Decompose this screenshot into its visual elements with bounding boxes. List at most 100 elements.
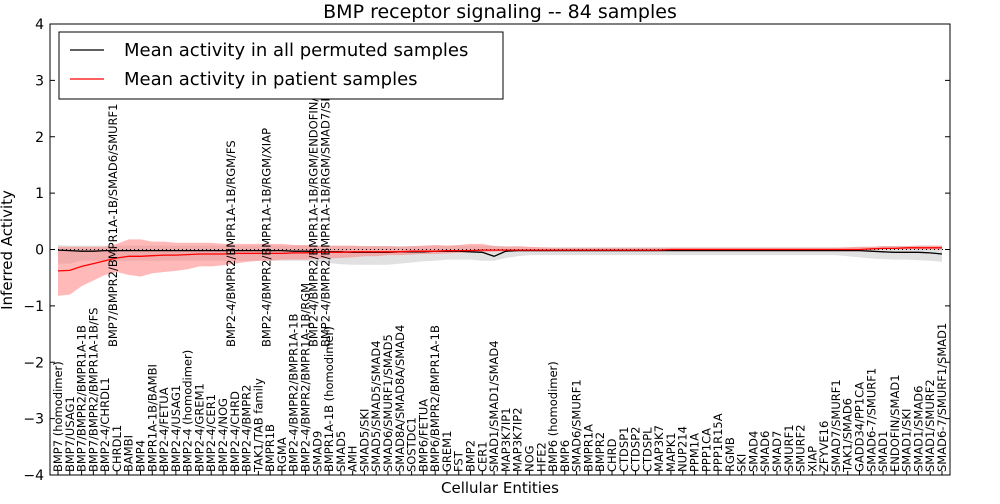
series-line-permuted — [57, 249, 943, 257]
x-tick-label: CTDSP1 — [617, 427, 631, 472]
x-tick-label: BMP2-4/USAG1 — [169, 385, 183, 472]
y-tick-label: 2 — [35, 130, 44, 146]
x-tick-label: RGMA — [275, 437, 289, 472]
x-tick-label: HFE2 — [534, 442, 548, 472]
x-tick-label: BMP2-4/BMPR2/BMPR1A-1B/RGM — [299, 283, 313, 472]
x-tick-label: SMAD8A/SMAD8A/SMAD4 — [393, 325, 407, 472]
legend: Mean activity in all permuted samples Mea… — [58, 31, 504, 100]
x-axis-label: Cellular Entities — [441, 479, 559, 497]
x-tick-label: GREM1 — [440, 431, 454, 472]
x-tick-label: SMAD5/SKI — [358, 409, 372, 472]
x-tick-label: BMP4 — [134, 440, 148, 472]
x-tick-label: BAMBI — [122, 435, 136, 472]
series-line-patient — [57, 247, 942, 272]
x-tick-label: FST — [452, 450, 466, 472]
x-tick-label: SMAD6-7/SMURF1/SMAD1 — [935, 323, 949, 472]
x-tick-label: CHRDL1 — [110, 425, 124, 472]
x-tick-label: XIAP — [805, 446, 819, 472]
x-tick-label: BMP2-4/GREM1 — [192, 383, 206, 472]
x-tick-label: BMP2-4 (homodimer) — [181, 350, 195, 472]
x-tick-label: SMAD1 — [876, 431, 890, 472]
x-tick-label: SMAD4 — [746, 431, 760, 472]
y-tick-label: 0 — [35, 243, 44, 259]
x-tick-label: BMP2-4/FETUA — [157, 387, 171, 472]
x-tick-label-long: BMP2-4/BMPR2/BMPR1A-1B/RGM/ENDOFIN/GADD3… — [307, 38, 321, 347]
x-tick-label: BMPR2 — [593, 432, 607, 472]
y-tick-label: 3 — [35, 73, 44, 89]
x-tick-label: SMAD7/SMURF1 — [829, 379, 843, 472]
legend-entry-label: Mean activity in all permuted samples — [124, 40, 468, 61]
x-tick-label: SMAD6/SMURF1 — [570, 379, 584, 472]
x-tick-label: PPP1R15A — [711, 413, 725, 472]
x-tick-label: BMP7/USAG1 — [63, 396, 77, 472]
x-tick-label: MAP3K7IP1 — [499, 407, 513, 472]
x-tick-label: SMAD6/SMURF1/SMAD5 — [381, 334, 395, 472]
x-tick-label: BMPR1B — [263, 424, 277, 472]
x-tick-label: SMAD1/SKI — [900, 409, 914, 472]
x-tick-label: BMP2-4/CHRDL1 — [98, 377, 112, 472]
x-tick-label: SMAD6-7/SMURF1 — [864, 368, 878, 472]
x-tick-label: BMP7/BMPR2/BMPR1A-1B — [75, 325, 89, 472]
y-axis-label: Inferred Activity — [0, 190, 16, 310]
x-tick-label: BMP2-4/CER1 — [204, 394, 218, 472]
x-tick-label: SMURF2 — [794, 424, 808, 472]
y-tick-label: 4 — [35, 17, 44, 33]
x-tick-label: NUP214 — [676, 426, 690, 472]
x-tick-label: SMAD1/SMURF2 — [923, 379, 937, 472]
x-tick-label: BMP7 (homodimer) — [51, 361, 65, 472]
legend-box — [58, 31, 504, 100]
y-tick-label: −1 — [23, 299, 44, 315]
x-tick-label: MAP3K7 — [652, 425, 666, 472]
x-tick-label-long: BMP2-4/BMPR2/BMPR1A-1B/RGM/XIAP — [259, 128, 273, 347]
x-tick-label: PPP1CA — [699, 428, 713, 472]
x-tick-label: RGMB — [723, 437, 737, 472]
x-tick-label: BMP7/BMPR2/BMPR1A-1B/FS — [86, 308, 100, 472]
x-tick-label: BMP6 — [558, 440, 572, 472]
x-tick-label: MAPK1 — [664, 432, 678, 472]
x-tick-label: BMP2 — [464, 440, 478, 472]
x-tick-label: AMH — [346, 446, 360, 472]
x-tick-label: ENDOFIN/SMAD1 — [888, 374, 902, 472]
x-tick-label: BMPR1A — [581, 424, 595, 472]
x-tick-label: BMP2-4/NOG — [216, 398, 230, 472]
x-tick-label: SKI — [735, 454, 749, 472]
x-tick-label: NOG — [523, 445, 537, 472]
x-tick-label: GADD34/PP1CA — [853, 382, 867, 472]
x-axis-labels: BMP7 (homodimer)BMP7/USAG1BMP7/BMPR2/BMP… — [51, 38, 949, 475]
x-tick-label: SMAD9 — [310, 431, 324, 472]
x-tick-label: BMP6/FETUA — [416, 399, 430, 472]
x-tick-label: BMP6/BMPR2/BMPR1A-1B — [428, 325, 442, 472]
x-tick-label-long: BMP2-4/BMPR2/BMPR1A-1B/RGM/FS — [224, 140, 238, 347]
x-tick-label: BMP2-4/CHRD — [228, 391, 242, 472]
x-tick-label: CHRD — [605, 438, 619, 472]
x-tick-label: SMAD1/SMAD6 — [911, 386, 925, 472]
x-tick-label: CTDSP2 — [629, 427, 643, 472]
x-tick-label: SMAD7 — [770, 431, 784, 472]
legend-entry-label: Mean activity in patient samples — [124, 69, 418, 90]
y-tick-label: −2 — [23, 355, 44, 371]
x-tick-label: TAK1/SMAD6 — [841, 398, 855, 473]
chart-title: BMP receptor signaling -- 84 samples — [323, 1, 677, 23]
x-tick-label: BMP6 (homodimer) — [546, 361, 560, 472]
x-tick-label: BMP2-4/BMPR2/BMPR1A-1B — [287, 314, 301, 472]
x-tick-label-long: BMP2-4/BMPR2/BMPR1A-1B/RGM/SMAD7/SMURF1 — [318, 61, 332, 347]
x-tick-label: SMAD5 — [334, 431, 348, 472]
x-tick-label: MAP3K7IP2 — [511, 407, 525, 472]
x-tick-label: BMP2-4/BMPR2 — [240, 385, 254, 472]
x-tick-label: BMPR1A-1B (homodimer) — [322, 326, 336, 472]
x-tick-label: SMAD1/SMAD1/SMAD4 — [487, 340, 501, 472]
x-tick-label: SMAD5/SMAD5/SMAD4 — [369, 340, 383, 472]
x-tick-label: PPM1A — [688, 433, 702, 472]
plot-area — [49, 23, 951, 476]
x-tick-label: SMURF1 — [782, 424, 796, 472]
y-tick-label: −3 — [23, 412, 44, 428]
x-tick-label: SOSTDC1 — [405, 417, 419, 472]
x-tick-label: CER1 — [475, 441, 489, 472]
y-tick-label: −4 — [23, 468, 44, 484]
x-tick-label: SMAD6 — [758, 431, 772, 472]
x-tick-label: BMPR1A-1B/BAMBI — [145, 364, 159, 472]
x-tick-label: ZFYVE16 — [817, 421, 831, 472]
x-tick-label: CTDSPL — [640, 427, 654, 472]
x-tick-label-long: BMP7/BMPR2/BMPR1A-1B/SMAD6/SMURF1 — [106, 104, 120, 347]
